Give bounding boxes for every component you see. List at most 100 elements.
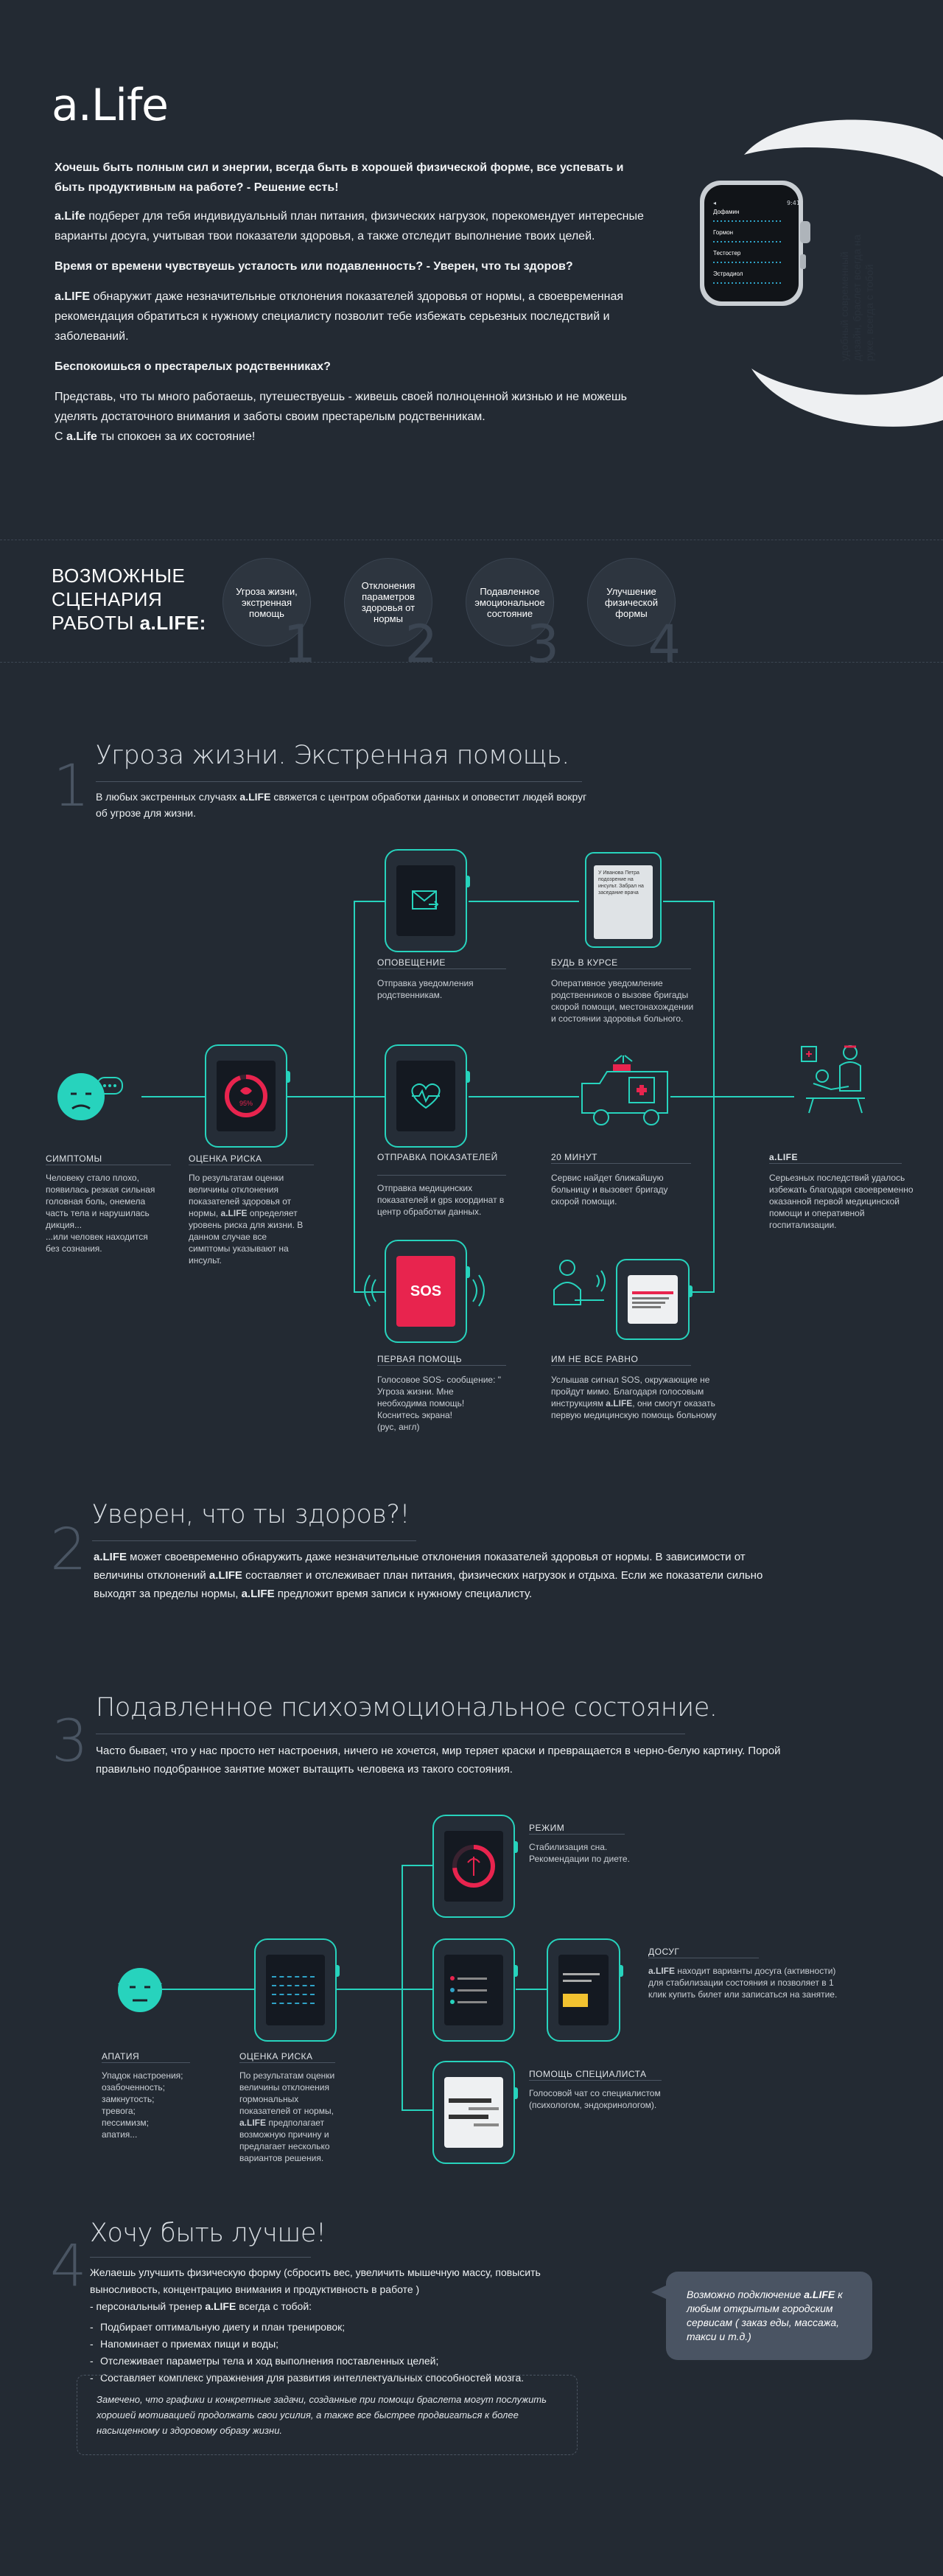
connector	[354, 1291, 385, 1293]
caption-rule	[551, 968, 691, 969]
section-4-number: 4	[50, 2233, 87, 2300]
connector	[663, 901, 715, 902]
care-caption: ИМ НЕ ВСЕ РАВНО	[551, 1354, 639, 1364]
scenario-3[interactable]: Подавленное эмоциональное состояние 3	[466, 558, 559, 670]
section-2-rule	[92, 1540, 416, 1541]
svg-text:◂: ◂	[713, 200, 716, 206]
caption-rule	[769, 1163, 902, 1164]
risk-percent: 95%	[239, 1100, 253, 1107]
symptoms-caption: СИМПТОМЫ	[46, 1153, 102, 1164]
envelope-icon	[412, 890, 439, 910]
section-4-title: Хочу быть лучше!	[90, 2219, 326, 2248]
section-2-number: 2	[50, 1517, 87, 1583]
care-desc: Услышав сигнал SOS, окружающие не пройду…	[551, 1375, 717, 1420]
section-4-rule	[90, 2257, 311, 2258]
risk2-desc: По результатам оценки величины отклонени…	[239, 2070, 335, 2163]
result-desc: Серьезных последствий удалось избежать б…	[769, 1173, 914, 1230]
send-watch	[385, 1044, 470, 1148]
caption-rule	[377, 1365, 506, 1366]
help-caption: ПОМОЩЬ СПЕЦИАЛИСТА	[529, 2069, 647, 2079]
intro-question-2: Время от времени чувствуешь усталость ил…	[55, 260, 573, 273]
caption-rule	[102, 2062, 190, 2063]
ambulance-icon	[578, 1054, 673, 1139]
informed-desc: Оперативное уведомление родственников о …	[551, 978, 694, 1024]
help-desc: Голосовой чат со специалистом (психолого…	[529, 2088, 661, 2110]
heart-pulse-icon	[411, 1083, 441, 1109]
section-1-title: Угроза жизни. Экстренная помощь.	[96, 741, 569, 770]
section-3-text: Часто бывает, что у нас просто нет настр…	[96, 1745, 781, 1776]
doctor-patient-icon	[791, 1039, 880, 1124]
sound-waves-left-icon	[358, 1272, 380, 1313]
hero-side-text: удобный современный дизайн, браслет всег…	[838, 234, 875, 361]
sick-face-icon	[53, 1067, 127, 1130]
apathy-caption: АПАТИЯ	[102, 2051, 140, 2062]
connector	[354, 901, 385, 902]
caption-rule	[239, 2062, 335, 2063]
divider	[0, 662, 943, 663]
services-bubble: Возможно подключение a.LIFE к любым откр…	[666, 2272, 872, 2360]
result-caption: a.LIFE	[769, 1152, 799, 1162]
hero-watch: ◂ 9:41 Дофамин Гормон Тестостер Эстрадио…	[678, 111, 943, 435]
connector	[469, 901, 579, 902]
phone-message: У Иванова Петра подозрение на инсульт. З…	[594, 865, 653, 939]
connector	[144, 1989, 254, 1990]
risk-desc: По результатам оценки величины отклонени…	[189, 1173, 304, 1266]
first-aid-caption: ПЕРВАЯ ПОМОЩЬ	[377, 1354, 463, 1364]
connector	[469, 1096, 579, 1097]
notify-caption: ОПОВЕЩЕНИЕ	[377, 957, 446, 968]
scenario-1[interactable]: Угроза жизни, экстренная помощь 1	[222, 558, 316, 670]
symptoms-desc: Человеку стало плохо, появилась резкая с…	[46, 1173, 155, 1254]
helper-people-icon	[545, 1253, 611, 1316]
informed-caption: БУДЬ В КУРСЕ	[551, 957, 618, 968]
leisure-desc: a.LIFE находит варианты досуга (активнос…	[648, 1966, 838, 2000]
chat-watch	[432, 2061, 518, 2164]
intro-question-3: Беспокоишься о престарелых родственниках…	[55, 360, 331, 373]
intro-paragraph-3: Представь, что ты много работаешь, путеш…	[55, 391, 628, 423]
connector	[141, 1096, 208, 1097]
caption-rule	[529, 2080, 662, 2081]
care-watch	[616, 1259, 693, 1340]
connector	[516, 1989, 547, 1990]
list-item: Подбирает оптимальную диету и план трени…	[90, 2319, 650, 2336]
section-1-rule	[96, 781, 582, 782]
notify-watch	[385, 849, 470, 952]
connector	[335, 1989, 432, 1990]
caption-rule	[551, 1163, 691, 1164]
app-logo: a.Life	[52, 80, 169, 131]
section-2-text: a.LIFE может своевременно обнаружить даж…	[94, 1551, 763, 1600]
scenario-2[interactable]: Отклонения параметров здоровья от нормы 2	[344, 558, 438, 670]
leisure-caption: ДОСУГ	[648, 1947, 680, 1957]
first-aid-desc: Голосовое SOS- сообщение: " Угроза жизни…	[377, 1375, 502, 1432]
section-1-text: В любых экстренных случаях a.LIFE свяжет…	[96, 791, 587, 819]
hero-row-2: Гормон	[713, 229, 734, 236]
risk-caption: ОЦЕНКА РИСКА	[189, 1153, 262, 1164]
caption-rule	[529, 1834, 625, 1835]
apathy-desc: Упадок настроения; озабоченность; замкну…	[102, 2070, 183, 2140]
sad-face-icon	[111, 1959, 169, 2022]
connector	[402, 2109, 432, 2111]
hero-row-4: Эстрадиол	[713, 270, 743, 277]
notify-desc: Отправка уведомления родственникам.	[377, 978, 474, 1000]
connector	[402, 1865, 432, 1866]
connector	[402, 1865, 403, 2109]
send-desc: Отправка медицинских показателей и gps к…	[377, 1183, 505, 1217]
scenarios-title: ВОЗМОЖНЫЕ СЦЕНАРИЯ РАБОТЫ a.LIFE:	[52, 565, 206, 634]
svg-text:9:41: 9:41	[787, 200, 800, 206]
leisure-list-watch	[432, 1938, 518, 2042]
section-4-trainer: - персональный тренер a.LIFE всегда с то…	[90, 2300, 312, 2312]
hero-row-3: Тестостер	[713, 250, 741, 256]
scenario-4[interactable]: Улучшение физической формы 4	[587, 558, 681, 670]
section-3-title: Подавленное психоэмоциональное состояние…	[96, 1693, 718, 1722]
send-caption: ОТПРАВКА ПОКАЗАТЕЛЕЙ	[377, 1152, 498, 1162]
connector	[670, 1096, 715, 1097]
intro-paragraph-1: a.Life подберет для тебя индивидуальный …	[55, 210, 644, 242]
sos-watch: SOS	[385, 1240, 470, 1343]
intro-paragraph-4: С a.Life ты спокоен за их состояние!	[55, 430, 256, 443]
mode-caption: РЕЖИМ	[529, 1823, 565, 1833]
connector	[685, 1291, 715, 1293]
section-3-number: 3	[52, 1708, 88, 1775]
section-4-intro: Желаешь улучшить физическую форму (сброс…	[90, 2266, 541, 2295]
bubble-tail	[651, 2285, 667, 2300]
risk2-caption: ОЦЕНКА РИСКА	[239, 2051, 313, 2062]
intro-question-1: Хочешь быть полным сил и энергии, всегда…	[55, 161, 624, 194]
